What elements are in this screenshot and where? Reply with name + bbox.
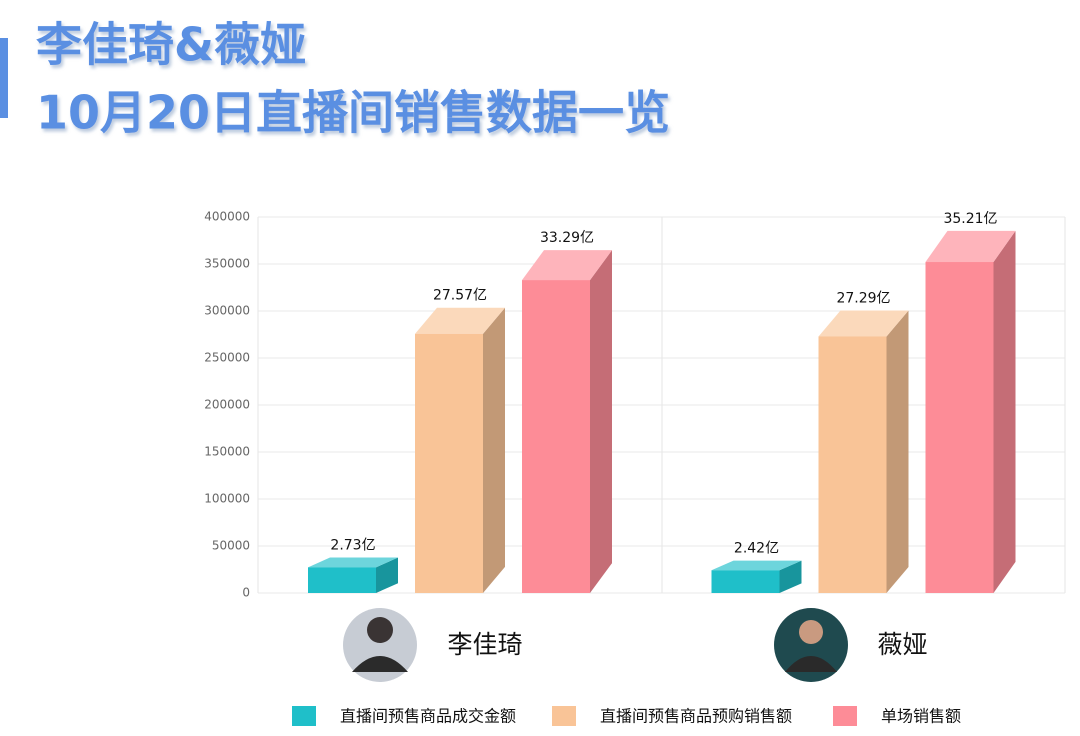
bar: [308, 567, 376, 593]
bar-side: [779, 560, 802, 593]
y-tick-label: 0: [242, 586, 250, 600]
chart-title: 李佳琦&薇娅: [36, 18, 306, 72]
avatar: [774, 608, 848, 682]
y-tick-label: 350000: [204, 257, 250, 271]
bar: [925, 262, 994, 593]
avatar: [343, 608, 417, 682]
y-tick-label: 400000: [204, 210, 250, 224]
value-label: 2.73亿: [330, 538, 375, 554]
legend-swatch: [833, 706, 857, 726]
y-tick-label: 50000: [212, 539, 250, 553]
x-tick-label: 李佳琦: [447, 630, 522, 659]
bar-top: [925, 230, 1016, 263]
legend-label: 直播间预售商品预购销售额: [600, 707, 792, 726]
value-label: 33.29亿: [540, 230, 594, 246]
value-label: 27.29亿: [836, 291, 890, 307]
chart-title: 10月20日直播间销售数据一览: [36, 86, 670, 140]
bar-side: [886, 310, 909, 593]
bar: [522, 280, 590, 593]
bar-side: [376, 557, 398, 593]
bar-side: [993, 230, 1016, 593]
bar-top: [522, 250, 612, 281]
bar-side: [483, 307, 505, 593]
legend-swatch: [552, 706, 576, 726]
bar-top: [818, 310, 909, 337]
legend-swatch: [292, 706, 316, 726]
bar-top: [415, 307, 505, 334]
value-label: 2.42亿: [734, 541, 779, 557]
y-tick-label: 150000: [204, 445, 250, 459]
bar-top: [308, 557, 398, 568]
y-tick-label: 300000: [204, 304, 250, 318]
value-label: 27.57亿: [433, 288, 487, 304]
bar: [818, 336, 887, 593]
value-label: 35.21亿: [943, 211, 997, 227]
y-tick-label: 250000: [204, 351, 250, 365]
x-tick-label: 薇娅: [877, 630, 927, 659]
title-accent: [0, 38, 8, 118]
y-tick-label: 200000: [204, 398, 250, 412]
bar-top: [711, 560, 802, 571]
bar-side: [590, 250, 612, 593]
bar: [415, 333, 483, 593]
legend-label: 单场销售额: [881, 707, 961, 726]
legend-label: 直播间预售商品成交金额: [340, 707, 516, 726]
y-tick-label: 100000: [204, 492, 250, 506]
bar: [711, 570, 780, 593]
